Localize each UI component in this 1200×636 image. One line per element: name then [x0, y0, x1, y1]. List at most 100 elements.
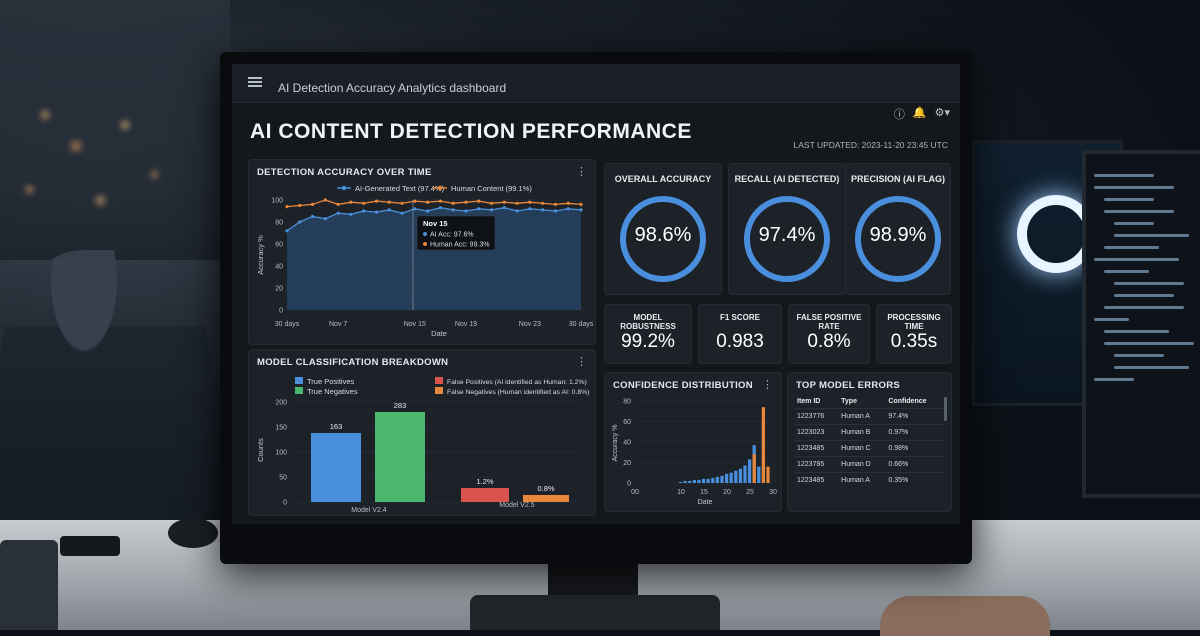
data-point: [387, 200, 391, 204]
data-point: [464, 209, 468, 213]
x-tick-label: Model V2.5: [499, 502, 535, 509]
kpi-value: 0.35s: [890, 331, 938, 352]
table-cell: 1223776: [794, 408, 839, 425]
data-point: [336, 202, 340, 206]
bell-icon[interactable]: 🔔: [912, 107, 927, 119]
data-point: [541, 208, 545, 212]
kpi-value: 0.983: [716, 331, 764, 352]
data-point: [553, 209, 558, 213]
errors-table: Item ID Type Confidence 1223776 Human A 97…: [794, 395, 944, 488]
gear-icon[interactable]: ⚙▾: [934, 107, 950, 119]
y-tick-label: 0: [283, 500, 287, 507]
data-point: [298, 220, 302, 224]
panel-title: CONFIDENCE DISTRIBUTION: [613, 380, 753, 391]
bar: [752, 454, 756, 483]
bar-value-label: 1.2%: [476, 477, 493, 486]
data-point: [464, 200, 468, 204]
bar: [734, 470, 738, 483]
legend-swatch-fp: [435, 377, 443, 384]
data-point: [298, 203, 302, 208]
bar: [697, 479, 701, 483]
x-tick-label: Nov 19: [455, 321, 477, 328]
table-header-row: Item ID Type Confidence: [794, 395, 944, 409]
phone: [60, 536, 120, 556]
kpi-card: RECALL (AI DETECTED) 97.4%: [728, 163, 846, 295]
data-point: [528, 207, 532, 211]
y-tick-label: 60: [623, 419, 631, 426]
more-vertical-icon[interactable]: ⋮: [576, 356, 587, 368]
bokeh-light: [70, 140, 82, 152]
table-row[interactable]: 1223485 Human C 0.98%: [794, 440, 944, 457]
x-tick-label: 20: [723, 489, 731, 496]
bokeh-light: [150, 170, 159, 179]
donut-ring: [855, 196, 941, 282]
confidence-distribution-panel: CONFIDENCE DISTRIBUTION ⋮ Accuracy % Dat…: [604, 372, 782, 512]
x-tick-label: 30 days: [569, 321, 594, 328]
kpi-label: RECALL (AI DETECTED): [734, 174, 840, 184]
kpi-label: MODEL ROBUSTNESS: [620, 313, 676, 331]
table-cell: Human D: [838, 456, 886, 473]
kpi-value: 98.6%: [634, 224, 692, 246]
kpi-value: 0.8%: [807, 331, 851, 352]
legend-label-ai: AI-Generated Text (97.4%): [355, 184, 445, 193]
more-vertical-icon[interactable]: ⋮: [762, 379, 773, 391]
hamburger-menu-icon[interactable]: [248, 77, 262, 79]
x-tick-label: 30: [769, 489, 777, 496]
bar-value-label: 163: [330, 422, 343, 431]
table-cell: 1223023: [794, 424, 839, 441]
app-title: AI Detection Accuracy Analytics dashboar…: [278, 81, 507, 95]
column-header: Item ID: [797, 398, 821, 405]
table-row[interactable]: 1223023 Human B 0.97%: [794, 424, 944, 441]
user-hand: [880, 596, 1050, 636]
bar: [757, 466, 761, 483]
data-point: [349, 212, 353, 216]
panel-title: TOP MODEL ERRORS: [796, 380, 901, 391]
data-point: [374, 199, 379, 203]
bar: [692, 479, 697, 483]
table-cell: 97.4%: [885, 408, 944, 425]
x-axis-label: Date: [431, 329, 447, 338]
column-header: Type: [841, 398, 857, 405]
table-cell: Human A: [838, 408, 886, 425]
bar: [761, 407, 766, 483]
help-circle-icon[interactable]: ⓘ: [893, 109, 905, 121]
accuracy-over-time-panel: DETECTION ACCURACY OVER TIME ⋮ AI-Genera…: [248, 159, 596, 345]
dashboard-screen: AI Detection Accuracy Analytics dashboar…: [232, 64, 960, 524]
y-tick-label: 100: [271, 198, 283, 205]
classification-bar-chart: True Positives True Negatives False Posi…: [256, 377, 589, 514]
table-row[interactable]: 1223485 Human A 0.35%: [794, 472, 944, 488]
table-row[interactable]: 1223785 Human D 0.66%: [794, 456, 944, 473]
table-scrollbar[interactable]: [944, 397, 947, 421]
data-point: [310, 202, 315, 206]
table-cell: Human B: [838, 424, 886, 441]
bar: [701, 478, 706, 483]
legend-swatch-tn: [295, 387, 303, 394]
bar-value-label: 283: [394, 401, 407, 410]
more-vertical-icon[interactable]: ⋮: [576, 166, 587, 178]
background-window: [0, 0, 230, 260]
donut-ring: [620, 196, 706, 282]
bar: [375, 412, 425, 502]
data-point: [477, 199, 481, 203]
data-point: [285, 229, 289, 233]
data-point: [387, 208, 391, 212]
kpi-card: F1 SCORE 0.983: [698, 304, 782, 364]
bar: [678, 481, 683, 483]
y-tick-label: 60: [275, 242, 283, 249]
bar: [688, 480, 692, 483]
data-point: [515, 209, 519, 213]
table-row[interactable]: 1223776 Human A 97.4%: [794, 408, 944, 425]
x-tick-label: Nov 23: [519, 321, 541, 328]
bar-value-label: 0.8%: [537, 484, 554, 493]
bar: [683, 480, 687, 483]
bokeh-light: [40, 110, 50, 120]
kpi-card: PRECISION (AI FLAG) 98.9%: [845, 163, 951, 295]
kpi-label: PROCESSING TIME: [887, 313, 941, 331]
accuracy-line-chart: AI-Generated Text (97.4%) Human Content …: [256, 184, 594, 338]
x-tick-label: Nov 7: [329, 321, 347, 328]
legend-label-human: Human Content (99.1%): [451, 184, 532, 193]
bar: [743, 465, 747, 483]
ai-series-line: [286, 207, 582, 232]
y-tick-label: 80: [623, 399, 631, 406]
data-point: [477, 207, 481, 211]
